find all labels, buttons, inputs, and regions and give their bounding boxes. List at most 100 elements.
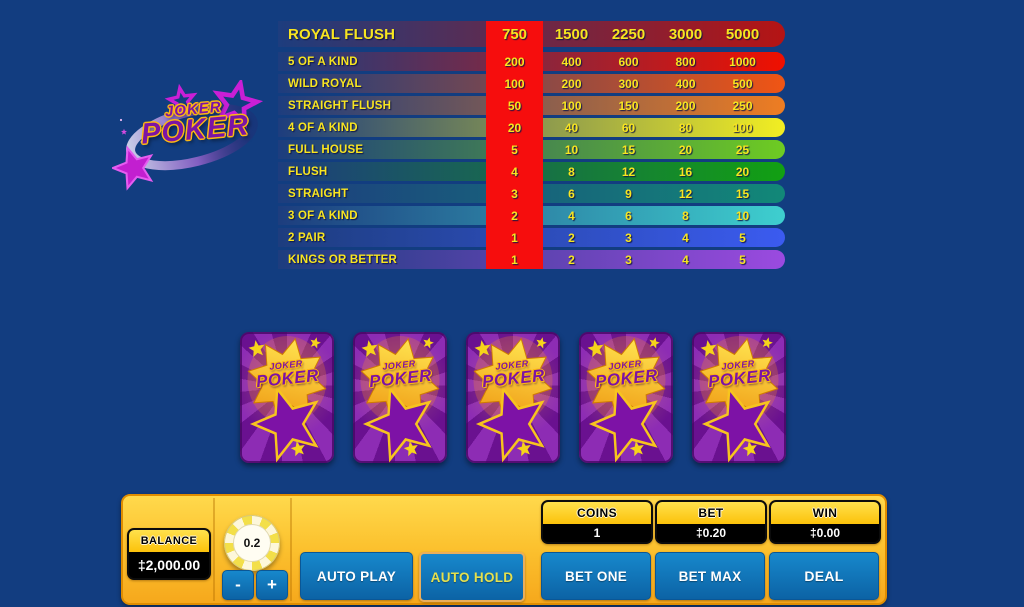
game-logo: JOKER POKER [112,80,277,195]
paytable-value: 1 [511,252,518,267]
paytable-value: 800 [675,54,696,69]
paytable-value: 4 [511,164,518,179]
paytable-row: 3 OF A KIND 2 4 6 8 10 [278,206,785,225]
paytable-value: 750 [501,25,528,43]
increase-stake-button[interactable]: + [256,570,288,600]
logo-stars-swoosh-icon [112,80,277,195]
bet-max-button[interactable]: BET MAX [655,552,765,600]
paytable-value: 9 [625,186,632,201]
paytable-value: 400 [561,54,582,69]
card-back-2[interactable]: JOKER POKER [353,332,447,463]
paytable-hand-label: KINGS OR BETTER [288,253,398,266]
paytable-value: 3000 [668,25,703,43]
paytable-value: 4 [682,252,689,267]
paytable-hand-label: STRAIGHT [288,187,349,200]
deal-button[interactable]: DEAL [769,552,879,600]
paytable-row: STRAIGHT 3 6 9 12 15 [278,184,785,203]
paytable-value: 300 [618,76,639,91]
card-back-5[interactable]: JOKER POKER [692,332,786,463]
paytable-hand-label: WILD ROYAL [288,77,362,90]
card-back-art-icon [692,332,786,463]
balance-value: ‡2,000.00 [129,552,209,578]
bar-divider [213,498,215,601]
paytable-row: WILD ROYAL 100 200 300 400 500 [278,74,785,93]
coins-display: COINS 1 [541,500,653,544]
paytable-value: 1000 [729,54,756,69]
paytable-value: 4 [568,208,575,223]
bar-divider [290,498,292,601]
paytable-value: 10 [564,142,579,157]
paytable-value: 20 [678,142,693,157]
paytable-row: STRAIGHT FLUSH 50 100 150 200 250 [278,96,785,115]
paytable-value: 500 [732,76,753,91]
paytable-value: 2250 [611,25,646,43]
paytable-value: 5000 [725,25,760,43]
coins-label: COINS [543,502,651,524]
paytable-hand-label: FLUSH [288,165,328,178]
balance-display: BALANCE ‡2,000.00 [127,528,211,580]
card-back-art-icon [466,332,560,463]
win-value: ‡0.00 [771,524,879,542]
bet-label: BET [657,502,765,524]
paytable-value: 80 [678,120,693,135]
paytable-row: FULL HOUSE 5 10 15 20 25 [278,140,785,159]
coins-value: 1 [543,524,651,542]
card-back-art-icon [353,332,447,463]
paytable-value: 20 [735,164,750,179]
paytable-rows: ROYAL FLUSH 750 1500 2250 3000 5000 5 OF A KIN… [278,21,785,269]
paytable-value: 12 [621,164,636,179]
paytable-value: 200 [675,98,696,113]
paytable-value: 2 [511,208,518,223]
paytable-hand-label: STRAIGHT FLUSH [288,99,392,112]
control-bar: BALANCE ‡2,000.00 0.2 - + AUTO PLAY AUTO… [121,494,887,605]
coin-value-chip: 0.2 [224,515,280,571]
paytable-value: 3 [511,186,518,201]
paytable-value: 3 [625,230,632,245]
card-row: JOKER POKER JOKER POKER JOKER POKER JOKE… [240,332,788,463]
paytable-value: 5 [511,142,518,157]
card-back-3[interactable]: JOKER POKER [466,332,560,463]
paytable-hand-label: 4 OF A KIND [288,121,358,134]
paytable-value: 8 [568,164,575,179]
win-label: WIN [771,502,879,524]
paytable-hand-label: 5 OF A KIND [288,55,358,68]
bet-one-button[interactable]: BET ONE [541,552,651,600]
paytable-value: 3 [625,252,632,267]
balance-label: BALANCE [129,530,209,552]
paytable-value: 150 [618,98,639,113]
paytable-value: 8 [682,208,689,223]
auto-play-button[interactable]: AUTO PLAY [300,552,413,600]
paytable-hand-label: FULL HOUSE [288,143,364,156]
paytable-row: 4 OF A KIND 20 40 60 80 100 [278,118,785,137]
paytable-value: 2 [568,252,575,267]
bet-display: BET ‡0.20 [655,500,767,544]
paytable-row: FLUSH 4 8 12 16 20 [278,162,785,181]
paytable-value: 200 [561,76,582,91]
paytable-value: 15 [735,186,750,201]
paytable-value: 40 [564,120,579,135]
coin-value: 0.2 [233,524,271,562]
paytable-value: 25 [735,142,750,157]
paytable-value: 5 [739,230,746,245]
card-back-art-icon [579,332,673,463]
paytable-row: 5 OF A KIND 200 400 600 800 1000 [278,52,785,71]
card-back-1[interactable]: JOKER POKER [240,332,334,463]
paytable-value: 5 [739,252,746,267]
paytable-row: ROYAL FLUSH 750 1500 2250 3000 5000 [278,21,785,47]
paytable-value: 100 [732,120,753,135]
paytable-row: KINGS OR BETTER 1 2 3 4 5 [278,250,785,269]
paytable-value: 200 [504,54,525,69]
paytable-row: 2 PAIR 1 2 3 4 5 [278,228,785,247]
paytable-value: 4 [682,230,689,245]
paytable-value: 1500 [554,25,589,43]
paytable-value: 16 [678,164,693,179]
paytable: ROYAL FLUSH 750 1500 2250 3000 5000 5 OF A KIN… [278,21,785,269]
paytable-value: 100 [561,98,582,113]
card-back-4[interactable]: JOKER POKER [579,332,673,463]
card-back-art-icon [240,332,334,463]
auto-hold-button[interactable]: AUTO HOLD [419,552,525,602]
paytable-value: 20 [507,120,522,135]
paytable-value: 60 [621,120,636,135]
decrease-stake-button[interactable]: - [222,570,254,600]
paytable-value: 100 [504,76,525,91]
